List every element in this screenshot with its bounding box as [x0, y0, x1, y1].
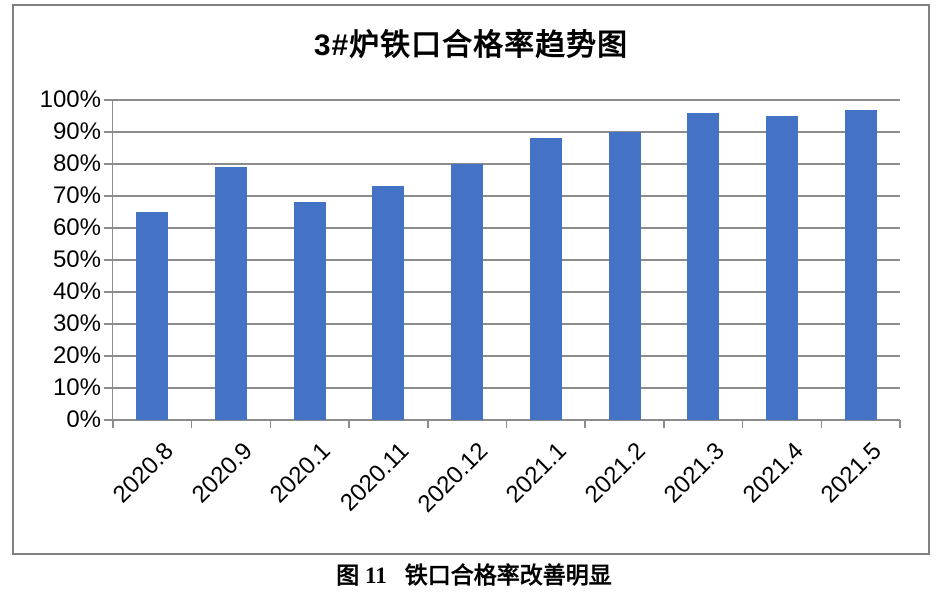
gridline-70 — [113, 195, 900, 197]
x-tick-2 — [269, 420, 272, 428]
bar-2021.2 — [608, 132, 641, 420]
gridline-30 — [113, 323, 900, 325]
x-tick-1 — [190, 420, 193, 428]
y-axis-label: 10% — [52, 374, 101, 401]
gridline-20 — [113, 355, 900, 357]
y-axis-label: 30% — [52, 310, 101, 337]
bar-2021.4 — [765, 116, 798, 420]
bar-2020.11 — [372, 186, 405, 420]
bar-2020.12 — [451, 164, 484, 420]
gridline-90 — [113, 131, 900, 133]
y-axis-label: 20% — [52, 342, 101, 369]
figure-caption-text: 铁口合格率改善明显 — [404, 563, 612, 588]
figure-caption-label: 图 11 — [336, 563, 387, 588]
y-axis-label: 50% — [52, 246, 101, 273]
bar-2020.9 — [215, 167, 248, 420]
y-tick-60 — [104, 227, 113, 229]
y-tick-40 — [104, 291, 113, 293]
gridline-40 — [113, 291, 900, 293]
y-tick-90 — [104, 131, 113, 133]
gridline-100 — [113, 99, 900, 101]
figure-caption: 图 11 铁口合格率改善明显 — [0, 556, 948, 590]
gridline-10 — [113, 387, 900, 389]
y-axis-label: 80% — [52, 150, 101, 177]
x-tick-10 — [899, 420, 901, 428]
x-tick-9 — [820, 420, 823, 428]
bar-2021.5 — [844, 109, 877, 420]
gridline-60 — [113, 227, 900, 229]
x-tick-8 — [741, 420, 744, 428]
plot-area: 0% 10% 20% 30% 40% 50% 60% 70% 80% 90% 100% 2020.8 2… — [40, 86, 901, 518]
y-tick-80 — [104, 163, 113, 165]
y-axis-label: 100% — [39, 86, 101, 113]
chart-title: 3#炉铁口合格率趋势图 — [313, 29, 629, 62]
y-tick-0 — [104, 419, 113, 421]
bar-2021.1 — [529, 138, 562, 420]
x-tick-0 — [112, 420, 114, 428]
y-tick-50 — [104, 259, 113, 261]
y-axis-label: 60% — [52, 214, 101, 241]
bar-2021.3 — [687, 112, 720, 420]
y-axis-label: 90% — [52, 118, 101, 145]
x-tick-5 — [505, 420, 508, 428]
gridline-80 — [113, 163, 900, 165]
y-tick-20 — [104, 355, 113, 357]
bar-2020.8 — [136, 212, 169, 420]
y-axis-label: 70% — [52, 182, 101, 209]
y-axis-label: 0% — [66, 406, 101, 433]
x-axis-line — [113, 419, 900, 421]
y-tick-30 — [104, 323, 113, 325]
x-tick-4 — [427, 420, 429, 428]
y-tick-100 — [104, 99, 113, 101]
y-axis-line — [111, 100, 113, 421]
bar-2020.1 — [293, 202, 326, 420]
gridline-50 — [113, 259, 900, 261]
x-tick-6 — [584, 420, 586, 428]
y-tick-10 — [104, 387, 113, 389]
y-tick-70 — [104, 195, 113, 197]
x-tick-3 — [348, 420, 350, 428]
y-axis-label: 40% — [52, 278, 101, 305]
x-tick-7 — [663, 420, 665, 428]
